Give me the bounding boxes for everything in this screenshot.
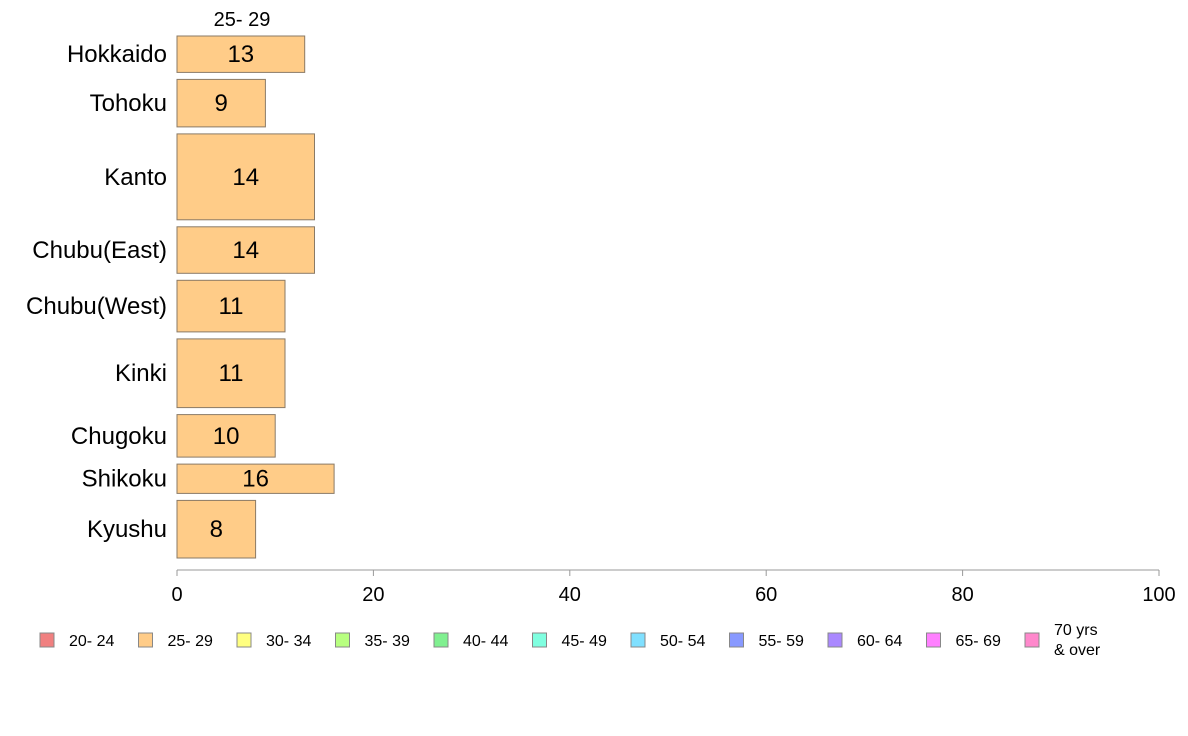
x-tick-label: 100 [1142, 584, 1175, 606]
legend-swatch [138, 632, 153, 648]
category-label: Tohoku [90, 90, 167, 117]
legend-swatch [729, 632, 744, 648]
legend-swatch [532, 632, 547, 648]
bar-value-label: 11 [219, 360, 244, 387]
bar-value-label: 16 [242, 466, 269, 493]
legend-label: 45- 49 [562, 633, 607, 650]
legend-swatch [630, 632, 646, 648]
legend-label: 60- 64 [857, 633, 902, 650]
bar [176, 78, 266, 128]
legend-label: 65- 69 [956, 633, 1001, 650]
bar [176, 35, 306, 73]
category-label: Hokkaido [67, 41, 167, 68]
x-tick-label: 20 [362, 584, 384, 606]
category-label: Kanto [104, 164, 167, 191]
category-label: Shikoku [82, 466, 167, 493]
bar [176, 463, 335, 494]
legend-swatch [926, 632, 941, 648]
category-label: Kinki [115, 360, 167, 387]
legend-label: 25- 29 [168, 633, 213, 650]
legend-label: 40- 44 [463, 633, 508, 650]
legend-swatch [827, 632, 843, 648]
legend-label: 55- 59 [759, 633, 804, 650]
x-axis: 0 20 40 60 80 100 [171, 569, 1176, 606]
column-header: 25- 29 [214, 9, 271, 31]
x-tick-label: 40 [559, 584, 581, 606]
category-label: Chubu(West) [26, 293, 167, 320]
bar-value-label: 14 [232, 164, 259, 191]
bar-value-label: 9 [215, 90, 228, 117]
x-tick-label: 0 [171, 584, 182, 606]
category-label: Kyushu [87, 516, 167, 543]
bar [176, 499, 257, 559]
legend-swatch [39, 632, 55, 648]
legend-label: 30- 34 [266, 633, 311, 650]
legend-label: 35- 39 [365, 633, 410, 650]
legend-swatch [1024, 632, 1040, 648]
legend-swatch [335, 632, 350, 648]
bar-value-label: 10 [213, 423, 240, 450]
bar [176, 226, 315, 274]
category-label: Chugoku [71, 423, 167, 450]
bar-value-label: 8 [210, 516, 223, 543]
bar-value-label: 14 [232, 237, 259, 264]
category-label: Chubu(East) [32, 237, 167, 264]
legend: 20- 24 25- 29 30- 34 35- 39 40- 44 45- 49 50- … [39, 622, 1101, 659]
bar-value-label: 13 [227, 41, 254, 68]
bar [176, 414, 276, 458]
bar [176, 133, 315, 221]
legend-label: 50- 54 [660, 633, 705, 650]
x-tick-label: 60 [755, 584, 777, 606]
legend-label: 20- 24 [69, 633, 114, 650]
bar [176, 338, 286, 409]
bars-group: Hokkaido 13 Tohoku 9 Kanto 14 Chubu(East) 14 Chu… [26, 35, 335, 559]
x-tick-label: 80 [951, 584, 973, 606]
legend-label: 70 yrs & over [1054, 622, 1101, 659]
legend-swatch [433, 632, 449, 648]
bar-value-label: 11 [219, 293, 244, 320]
bar [176, 279, 286, 333]
legend-swatch [236, 632, 252, 648]
